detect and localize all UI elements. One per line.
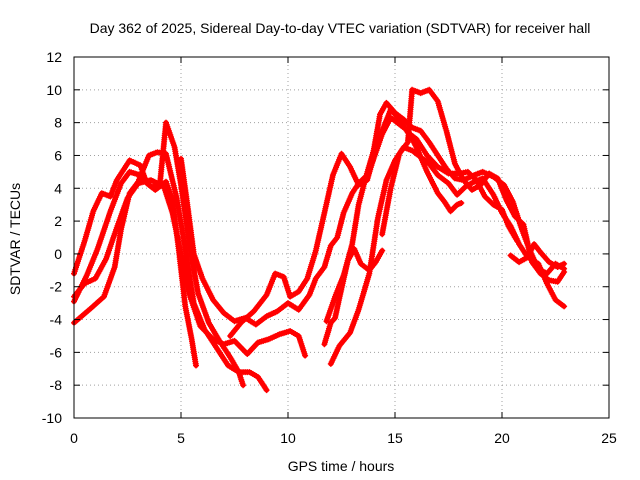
series-trace-7 xyxy=(321,246,386,348)
y-tick-label: 10 xyxy=(46,82,62,98)
y-tick-labels: -10 -8 -6 -4 -2 0 2 4 6 8 10 12 xyxy=(42,49,62,426)
y-tick-label: 6 xyxy=(54,147,62,163)
x-tick-label: 25 xyxy=(601,430,617,446)
x-tick-label: 5 xyxy=(177,430,185,446)
y-tick-label: -6 xyxy=(50,344,63,360)
x-tick-labels: 0 5 10 15 20 25 xyxy=(70,430,617,446)
series-layer xyxy=(71,86,568,394)
series-markers xyxy=(507,241,568,270)
series-trace-4 xyxy=(71,177,309,359)
x-tick-label: 0 xyxy=(70,430,78,446)
series-markers xyxy=(379,86,568,285)
y-axis-title: SDTVAR / TECUs xyxy=(7,183,23,295)
y-tick-label: 0 xyxy=(54,246,62,262)
chart-title: Day 362 of 2025, Sidereal Day-to-day VTE… xyxy=(90,20,591,36)
y-tick-label: 2 xyxy=(54,213,62,229)
y-tick-label: -4 xyxy=(50,312,63,328)
series-trace-10 xyxy=(379,86,568,285)
series-trace-11 xyxy=(507,241,568,270)
y-tick-label: -2 xyxy=(50,279,63,295)
x-tick-label: 15 xyxy=(387,430,403,446)
y-tick-label: 8 xyxy=(54,115,62,131)
plot-frame xyxy=(73,56,610,419)
y-tick-label: -8 xyxy=(50,377,63,393)
x-tick-label: 10 xyxy=(280,430,296,446)
y-tick-label: 4 xyxy=(54,180,62,196)
tick-marks xyxy=(73,56,610,419)
y-tick-label: 12 xyxy=(46,49,62,65)
y-tick-label: -10 xyxy=(42,410,62,426)
x-tick-label: 20 xyxy=(494,430,510,446)
x-axis-title: GPS time / hours xyxy=(288,458,395,474)
series-markers xyxy=(321,246,386,348)
